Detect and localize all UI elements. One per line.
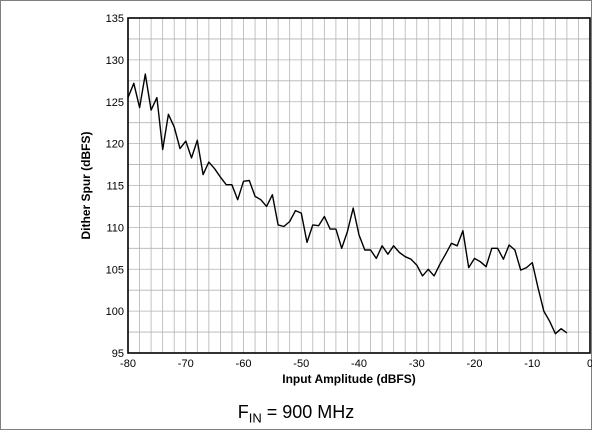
y-tick-label: 105 — [106, 264, 124, 276]
chart-caption: FIN = 900 MHz — [0, 402, 592, 426]
x-tick-label: -20 — [467, 358, 483, 370]
x-tick-label: -10 — [524, 358, 540, 370]
x-axis-ticks: -80 -70 -60 -50 -40 -30 -20 -10 0 — [120, 358, 592, 370]
x-tick-label: -40 — [351, 358, 367, 370]
x-tick-label: -80 — [120, 358, 136, 370]
caption-subscript: IN — [248, 410, 262, 426]
dither-spur-chart: -80 -70 -60 -50 -40 -30 -20 -10 0 95 100 105 110 115… — [79, 13, 592, 386]
y-tick-label: 120 — [106, 139, 124, 151]
x-tick-label: -30 — [409, 358, 425, 370]
y-tick-label: 135 — [106, 13, 124, 25]
y-tick-label: 125 — [106, 97, 124, 109]
y-tick-label: 115 — [106, 181, 124, 193]
x-tick-label: -50 — [293, 358, 309, 370]
y-tick-label: 130 — [106, 55, 124, 67]
y-axis-title: Dither Spur (dBFS) — [79, 132, 93, 240]
series-layer — [127, 73, 568, 335]
dither-spur-line — [127, 73, 568, 335]
caption-prefix: F — [237, 402, 249, 422]
y-axis-ticks: 95 100 105 110 115 120 125 130 135 — [106, 13, 124, 360]
y-tick-label: 95 — [112, 348, 124, 360]
x-tick-label: -60 — [236, 358, 252, 370]
x-axis-title: Input Amplitude (dBFS) — [282, 372, 416, 386]
caption-suffix: = 900 MHz — [261, 402, 355, 422]
plot-area-border — [127, 17, 591, 354]
y-tick-label: 110 — [106, 222, 124, 234]
x-tick-label: 0 — [587, 358, 592, 370]
y-tick-label: 100 — [106, 306, 124, 318]
grid — [128, 18, 590, 353]
x-tick-label: -70 — [178, 358, 194, 370]
